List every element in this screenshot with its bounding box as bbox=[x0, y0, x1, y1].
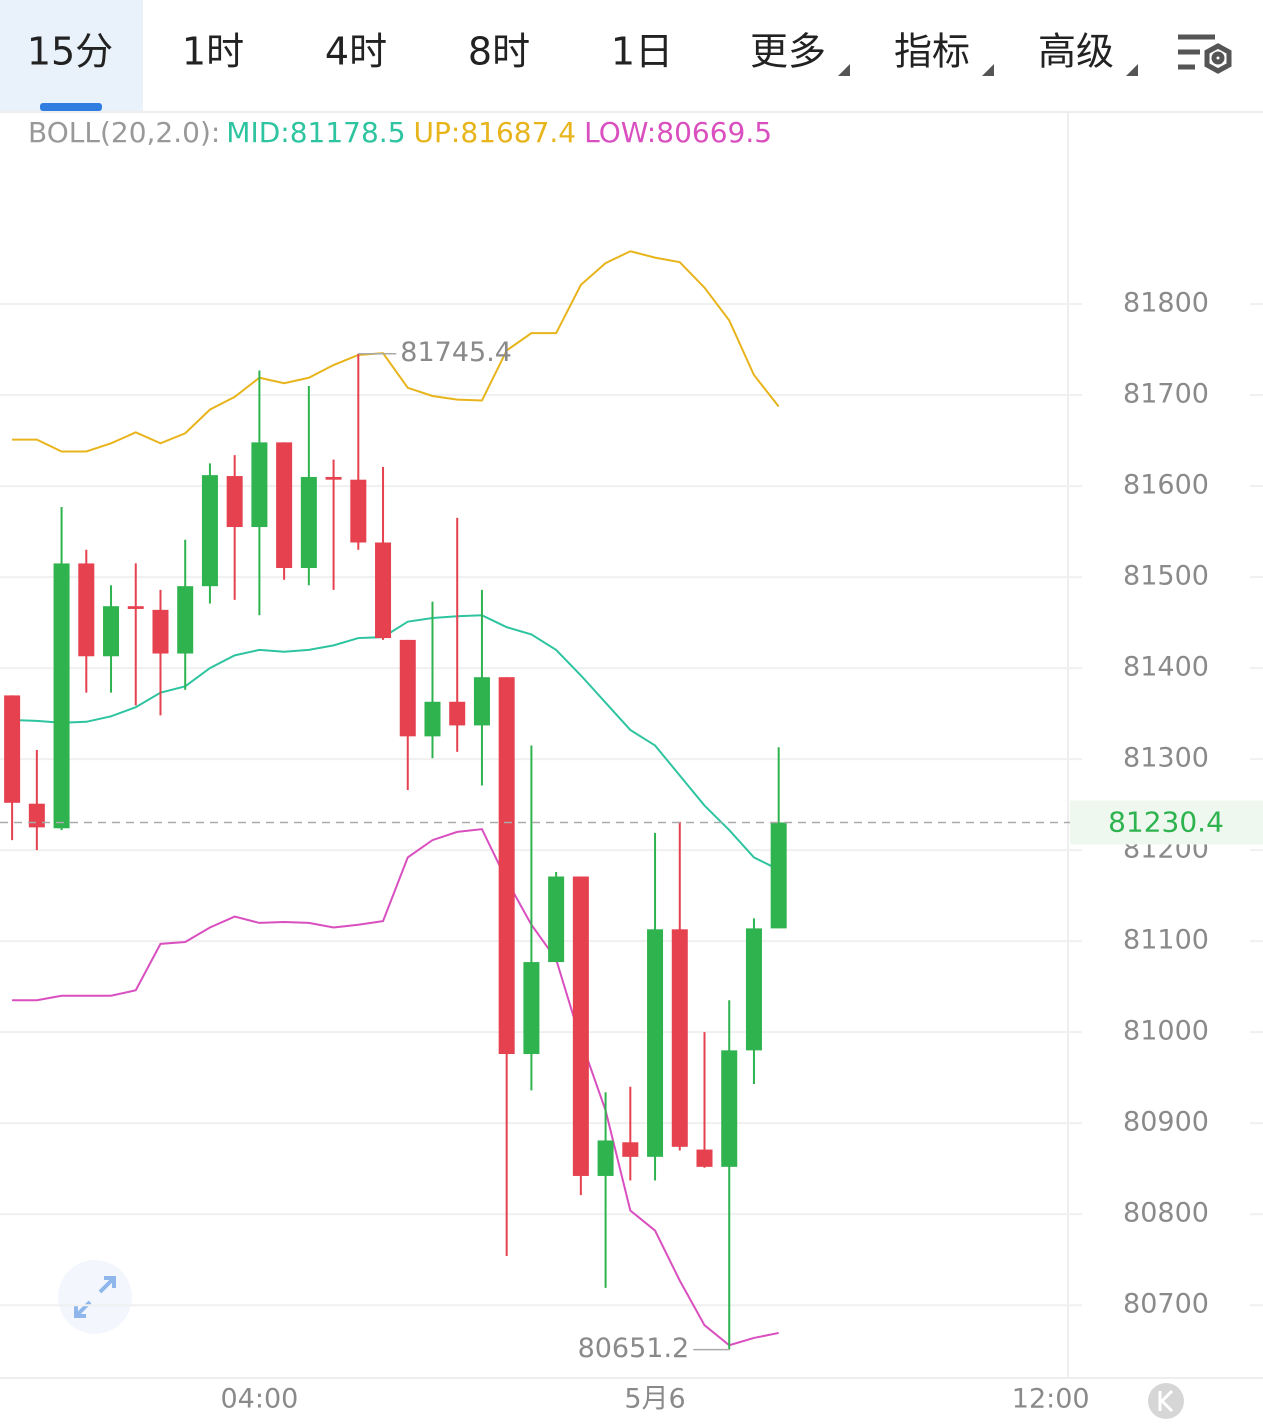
y-tick-label: 81000 bbox=[1123, 1016, 1209, 1047]
max-label: 81745.4 bbox=[400, 337, 512, 368]
tab[interactable]: 指标 bbox=[894, 30, 970, 74]
dropdown-caret bbox=[982, 64, 994, 76]
candle-body bbox=[325, 476, 342, 480]
indicator-name: BOLL(20,2.0): bbox=[28, 116, 220, 149]
candle-body bbox=[103, 606, 120, 657]
last-price-label: 81230.4 bbox=[1108, 805, 1224, 838]
candle-body bbox=[647, 929, 664, 1157]
candle-body bbox=[201, 475, 218, 587]
candle-body bbox=[721, 1050, 738, 1167]
dropdown-caret bbox=[838, 64, 850, 76]
y-tick-label: 81600 bbox=[1123, 470, 1209, 501]
y-tick-label: 81500 bbox=[1123, 561, 1209, 592]
candle-body bbox=[572, 876, 589, 1176]
x-tick-label: 12:00 bbox=[1012, 1384, 1090, 1415]
y-tick-label: 81800 bbox=[1123, 288, 1209, 319]
k-button[interactable] bbox=[1148, 1383, 1184, 1419]
tab[interactable]: 1日 bbox=[611, 30, 673, 74]
selected-tab-bg bbox=[0, 0, 143, 112]
y-tick-label: 80800 bbox=[1123, 1198, 1209, 1229]
y-tick-label: 81700 bbox=[1123, 379, 1209, 410]
last-price-bg bbox=[1070, 800, 1263, 845]
candle-body bbox=[300, 476, 317, 568]
fullscreen-button[interactable] bbox=[58, 1260, 132, 1334]
candle-body bbox=[473, 677, 490, 726]
candle-body bbox=[375, 542, 392, 639]
candle-body bbox=[523, 962, 540, 1054]
candle-body bbox=[152, 609, 169, 654]
candle-body bbox=[597, 1140, 614, 1176]
candle-body bbox=[28, 803, 45, 828]
tab[interactable]: 4时 bbox=[325, 30, 387, 74]
candle-body bbox=[449, 701, 466, 726]
candle-body bbox=[622, 1142, 639, 1157]
candle-body bbox=[177, 586, 194, 654]
tab[interactable]: 15分 bbox=[27, 30, 113, 74]
candle-body bbox=[350, 479, 367, 543]
indicator-value: 81687.4 bbox=[460, 116, 576, 149]
y-tick-label: 80900 bbox=[1123, 1107, 1209, 1138]
indicator-value: 81178.5 bbox=[290, 116, 406, 149]
y-tick-label: 80700 bbox=[1123, 1289, 1209, 1320]
indicator-label: UP: bbox=[414, 116, 461, 149]
indicator-label: LOW: bbox=[584, 116, 656, 149]
tab[interactable]: 8时 bbox=[468, 30, 530, 74]
candle-body bbox=[745, 928, 762, 1051]
candle-body bbox=[78, 563, 95, 657]
indicator-value: 80669.5 bbox=[656, 116, 772, 149]
y-tick-label: 81100 bbox=[1123, 925, 1209, 956]
plot: 8070080800809008100081100812008130081400… bbox=[0, 250, 1263, 1415]
indicator-label: MID: bbox=[226, 116, 289, 149]
candle-body bbox=[226, 476, 243, 528]
boll-line bbox=[12, 828, 779, 1347]
tab[interactable]: 更多 bbox=[750, 30, 826, 74]
candle-body bbox=[424, 701, 441, 737]
dropdown-caret bbox=[1126, 64, 1138, 76]
candle-body bbox=[770, 822, 787, 929]
tab[interactable]: 1时 bbox=[182, 30, 244, 74]
candle-body bbox=[53, 563, 70, 829]
min-label: 80651.2 bbox=[578, 1333, 690, 1364]
candle-body bbox=[276, 442, 293, 568]
candle-body bbox=[696, 1149, 713, 1167]
candle-body bbox=[127, 606, 144, 609]
boll-line bbox=[12, 614, 780, 871]
x-tick-label: 5月6 bbox=[624, 1384, 685, 1415]
indicator-line: BOLL(20,2.0): MID:81178.5 UP:81687.4 LOW:80… bbox=[28, 116, 772, 149]
tab-bar: 15分 1时 4时 8时 1日 更多 指标 高级 bbox=[27, 30, 1138, 76]
y-tick-label: 81300 bbox=[1123, 743, 1209, 774]
candle-body bbox=[4, 695, 21, 803]
y-tick-label: 81400 bbox=[1123, 652, 1209, 683]
tab[interactable]: 高级 bbox=[1038, 30, 1114, 74]
candle-body bbox=[671, 929, 688, 1147]
selected-tab-indicator bbox=[40, 103, 102, 111]
candle-body bbox=[399, 639, 416, 737]
settings-icon[interactable] bbox=[1178, 34, 1232, 74]
candle-body bbox=[548, 876, 565, 963]
boll-line bbox=[12, 250, 780, 453]
x-tick-label: 04:00 bbox=[220, 1384, 298, 1415]
candle-body bbox=[498, 677, 515, 1054]
candle-body bbox=[251, 442, 268, 528]
